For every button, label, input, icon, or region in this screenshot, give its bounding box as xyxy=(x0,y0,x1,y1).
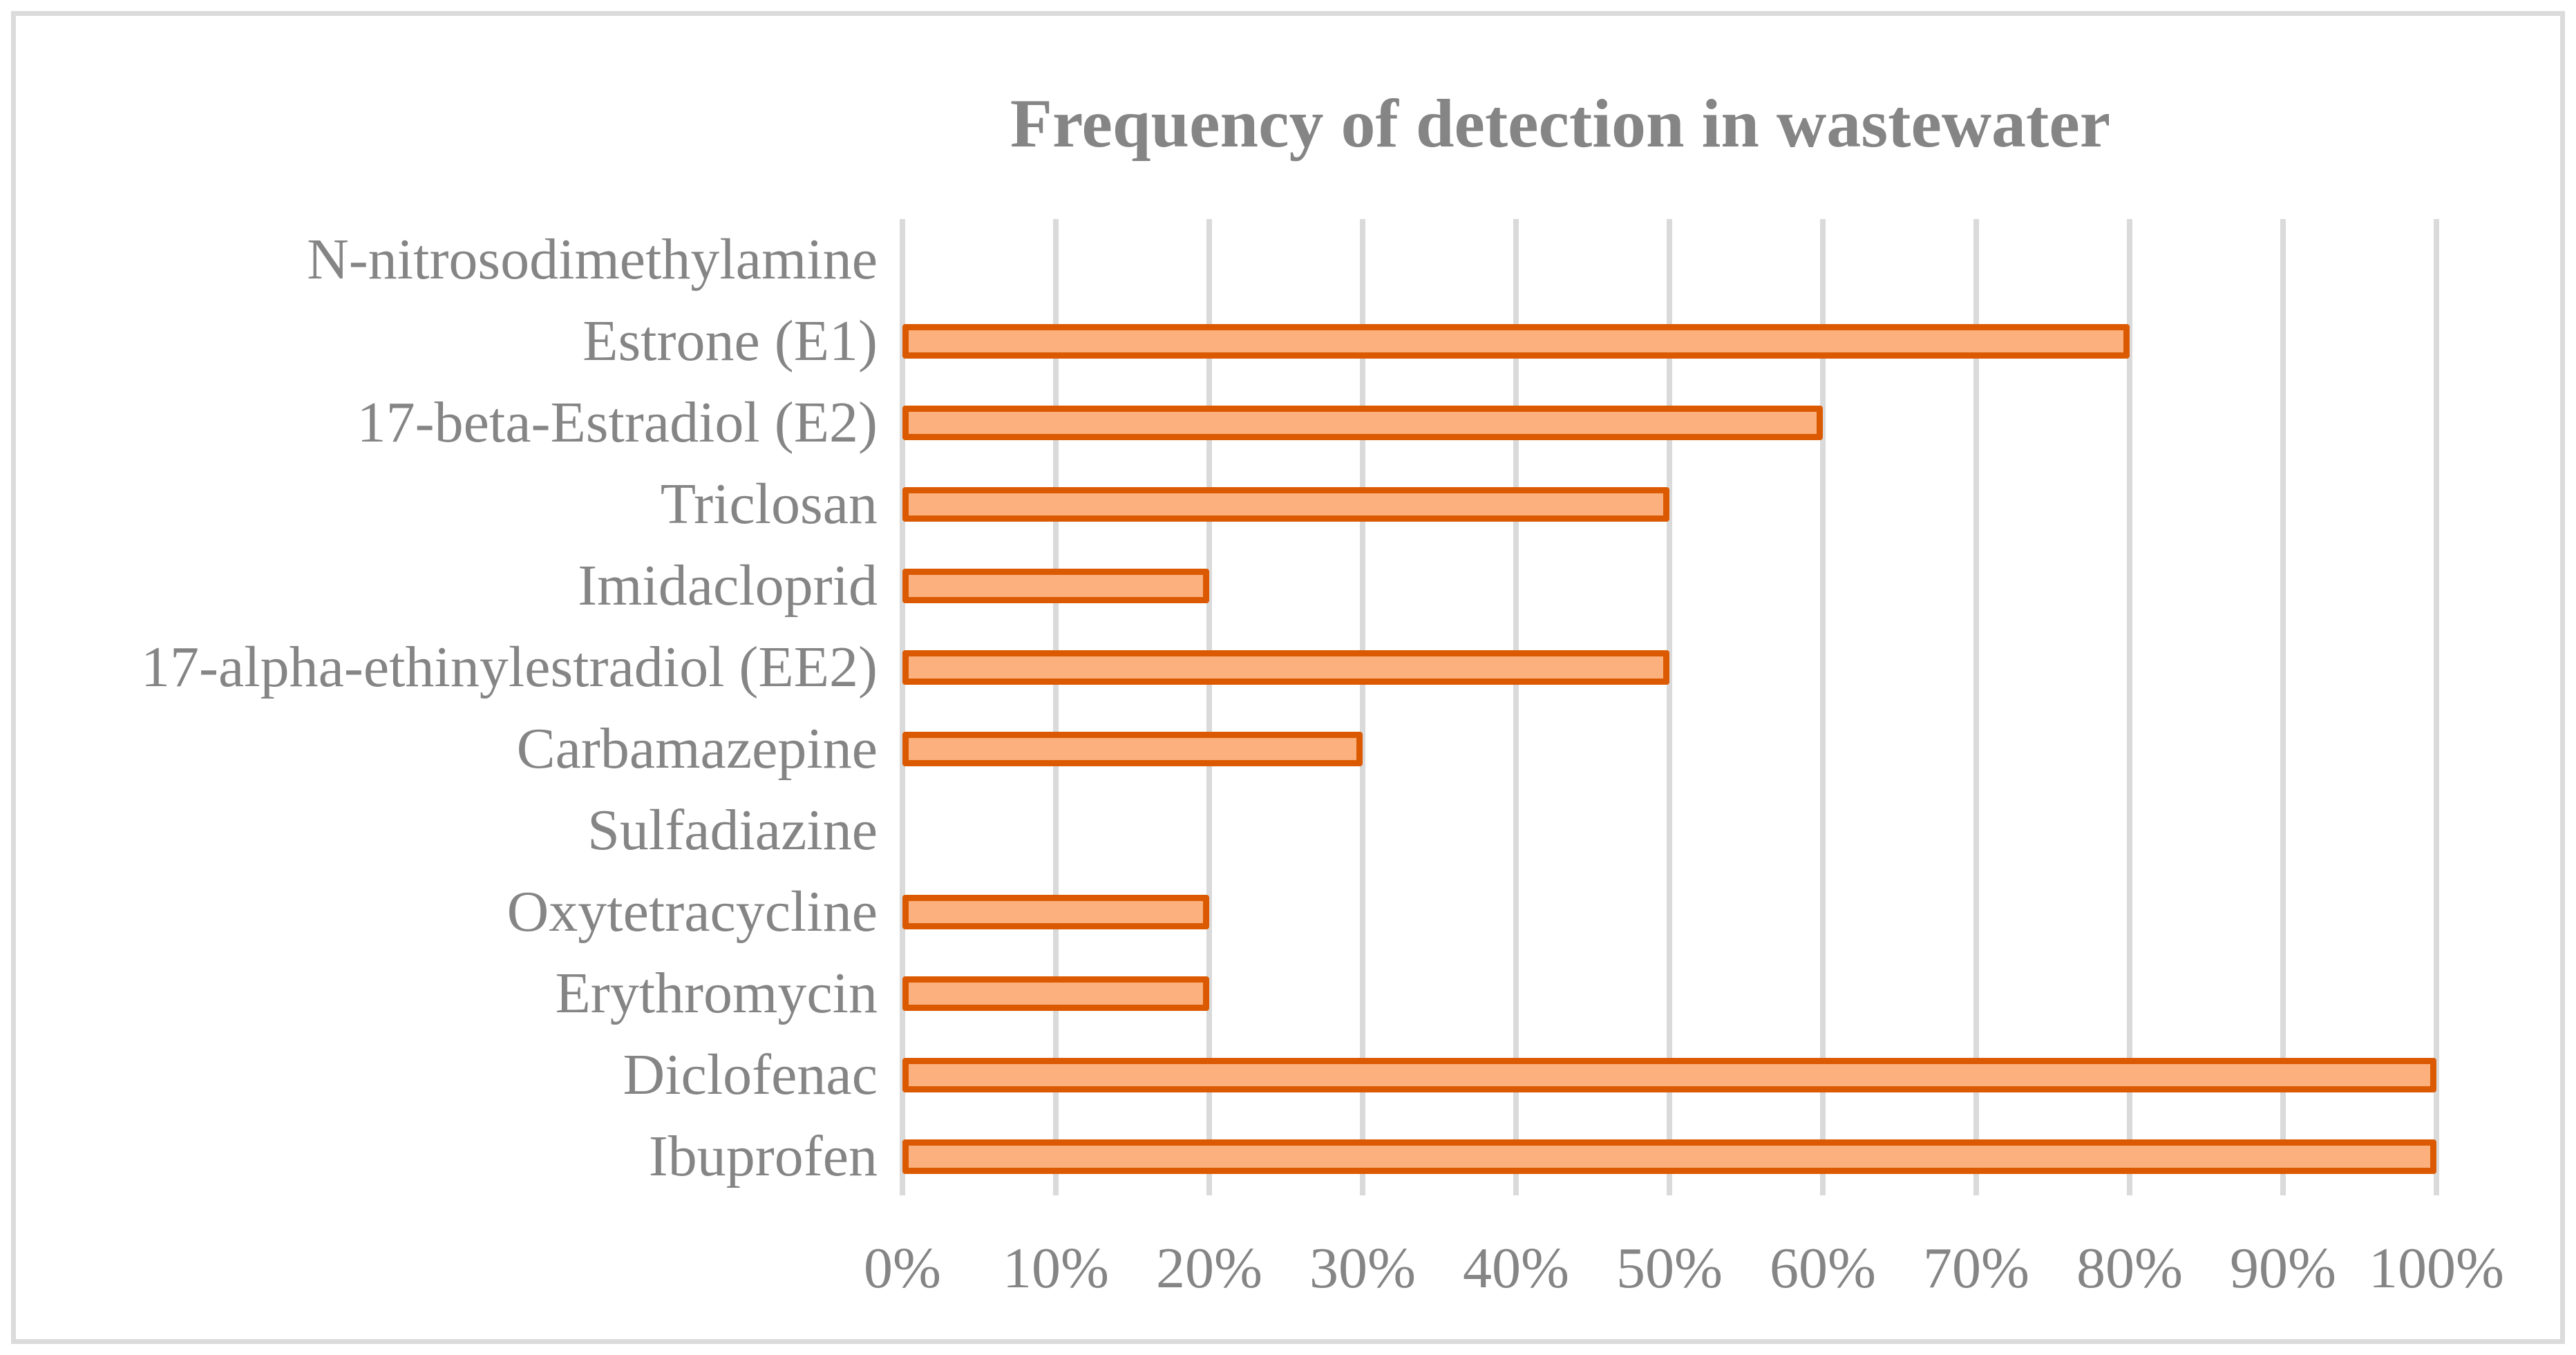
gridline-30% xyxy=(1360,219,1365,1195)
category-axis-labels: N-nitrosodimethylamine Estrone (E1) 17-bet… xyxy=(16,219,878,1197)
category-label: N-nitrosodimethylamine xyxy=(307,227,878,292)
bar xyxy=(902,650,1669,685)
gridline-90% xyxy=(2280,219,2286,1195)
bar xyxy=(902,1139,2436,1174)
x-tick-label: 60% xyxy=(1770,1236,1876,1300)
gridline-0% xyxy=(900,219,905,1195)
bar xyxy=(902,895,1209,929)
x-tick-label: 50% xyxy=(1616,1236,1723,1300)
bar-row xyxy=(902,790,2436,871)
bar xyxy=(902,732,1363,766)
gridline-100% xyxy=(2434,219,2439,1195)
gridline-60% xyxy=(1820,219,1826,1195)
bar-row xyxy=(902,219,2436,301)
chart-border-frame xyxy=(11,11,2565,1344)
bar xyxy=(902,976,1209,1011)
bar xyxy=(902,569,1209,603)
x-tick-label: 70% xyxy=(1923,1236,2029,1300)
gridline-50% xyxy=(1667,219,1672,1195)
chart-title: Frequency of detection in wastewater xyxy=(1010,85,2111,162)
category-label: 17-beta-Estradiol (E2) xyxy=(357,390,878,455)
bar-row xyxy=(902,953,2436,1034)
bar-row xyxy=(902,464,2436,545)
x-tick-label: 40% xyxy=(1463,1236,1569,1300)
bar-row xyxy=(902,871,2436,953)
bar-row xyxy=(902,382,2436,464)
gridline-40% xyxy=(1513,219,1519,1195)
gridlines xyxy=(900,219,2439,1195)
value-axis-tick-labels: 0% 10% 20% 30% 40% 50% 60% 70% 80% 90% 100% xyxy=(864,1235,2504,1311)
x-tick-label: 10% xyxy=(1003,1236,1109,1300)
category-label: Diclofenac xyxy=(623,1043,878,1107)
x-tick-label: 0% xyxy=(864,1236,941,1300)
bar xyxy=(902,324,2130,359)
category-label: 17-alpha-ethinylestradiol (EE2) xyxy=(141,635,878,699)
x-tick-label: 20% xyxy=(1156,1236,1262,1300)
category-label: Sulfadiazine xyxy=(587,798,878,862)
gridline-10% xyxy=(1053,219,1059,1195)
plot-area xyxy=(900,219,2439,1197)
gridline-20% xyxy=(1206,219,1212,1195)
bar-row xyxy=(902,708,2436,790)
category-label: Oxytetracycline xyxy=(506,880,878,944)
category-label: Erythromycin xyxy=(555,961,878,1025)
x-tick-label: 90% xyxy=(2230,1236,2336,1300)
category-label: Imidacloprid xyxy=(578,553,878,618)
gridline-80% xyxy=(2127,219,2132,1195)
x-tick-label: 80% xyxy=(2076,1236,2183,1300)
x-tick-label: 30% xyxy=(1309,1236,1416,1300)
category-label: Carbamazepine xyxy=(516,717,878,781)
x-tick-label: 100% xyxy=(2369,1236,2504,1300)
bar-row xyxy=(902,301,2436,382)
bar-row xyxy=(902,1116,2436,1197)
bar-row xyxy=(902,1034,2436,1116)
bar xyxy=(902,406,1823,440)
bar xyxy=(902,487,1669,522)
category-label: Ibuprofen xyxy=(648,1124,878,1188)
bar xyxy=(902,1058,2436,1092)
bar-row xyxy=(902,545,2436,627)
category-label: Triclosan xyxy=(660,472,878,536)
category-label: Estrone (E1) xyxy=(583,309,878,373)
bar-row xyxy=(902,627,2436,708)
bar-rows xyxy=(902,219,2436,1197)
gridline-70% xyxy=(1973,219,1979,1195)
